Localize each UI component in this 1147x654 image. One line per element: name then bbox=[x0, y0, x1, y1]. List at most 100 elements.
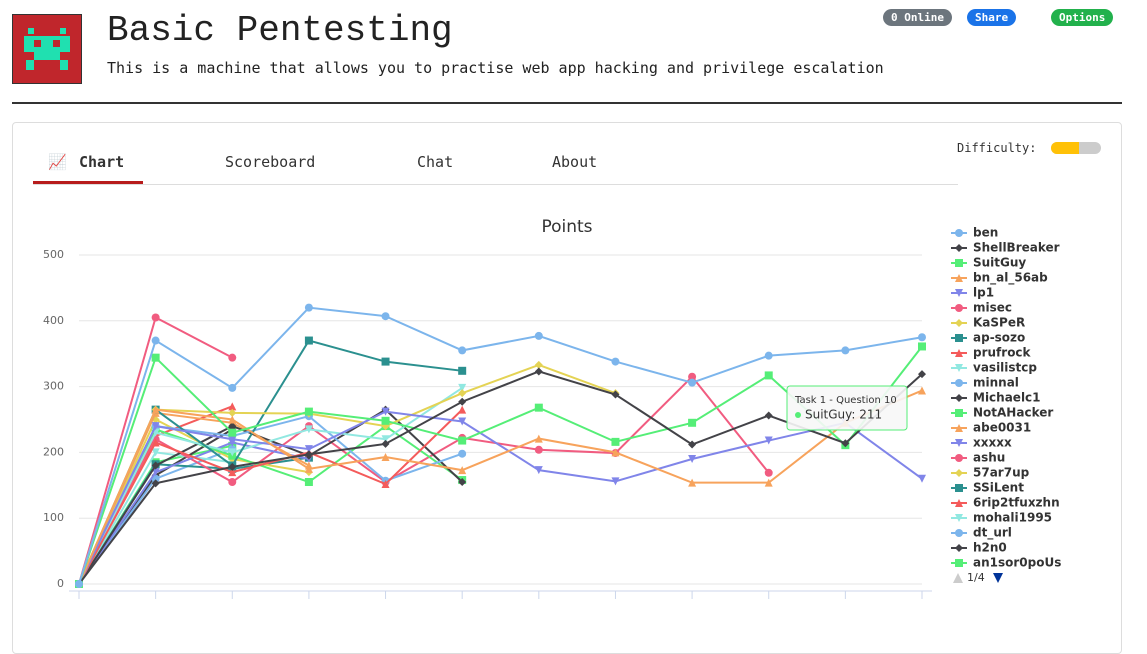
marker bbox=[228, 422, 237, 431]
legend-label: 57ar7up bbox=[973, 466, 1030, 480]
marker bbox=[458, 405, 467, 414]
marker bbox=[688, 454, 697, 463]
line bbox=[78, 345, 923, 585]
marker bbox=[534, 445, 543, 454]
options-button[interactable]: Options bbox=[1051, 9, 1114, 26]
marker bbox=[304, 464, 313, 473]
tab-border bbox=[33, 184, 958, 185]
marker bbox=[955, 334, 963, 342]
legend-label: ap-sozo bbox=[973, 331, 1025, 345]
marker bbox=[458, 466, 467, 475]
marker bbox=[228, 478, 237, 487]
marker bbox=[764, 468, 773, 477]
marker bbox=[955, 244, 963, 252]
y-tick-label: 300 bbox=[43, 380, 64, 393]
marker bbox=[918, 333, 926, 342]
legend-label: abe0031 bbox=[973, 421, 1031, 435]
tab[interactable]: About bbox=[552, 153, 598, 171]
tab-icon: 📈 bbox=[48, 153, 67, 171]
legend-label: misec bbox=[973, 301, 1012, 315]
series bbox=[75, 408, 313, 588]
marker bbox=[955, 454, 963, 462]
legend-next[interactable] bbox=[993, 573, 1003, 583]
marker bbox=[228, 448, 237, 457]
legend-prev bbox=[953, 573, 963, 583]
marker bbox=[304, 407, 313, 416]
series bbox=[75, 407, 926, 588]
marker bbox=[688, 372, 697, 381]
marker bbox=[151, 479, 160, 488]
legend-label: NotAHacker bbox=[973, 406, 1053, 420]
marker bbox=[458, 366, 467, 375]
marker bbox=[151, 448, 160, 457]
marker bbox=[611, 477, 620, 486]
marker bbox=[955, 394, 963, 402]
marker bbox=[458, 478, 467, 487]
series bbox=[75, 303, 926, 588]
marker bbox=[955, 469, 963, 477]
tab[interactable]: Scoreboard bbox=[225, 153, 316, 171]
marker bbox=[955, 274, 963, 282]
marker bbox=[458, 417, 467, 426]
y-tick-label: 400 bbox=[43, 314, 64, 327]
marker bbox=[381, 453, 390, 462]
legend-label: prufrock bbox=[973, 346, 1032, 360]
marker bbox=[688, 418, 697, 427]
marker bbox=[381, 439, 390, 448]
marker bbox=[534, 434, 543, 443]
marker bbox=[151, 461, 160, 470]
legend-pager: 1/4 bbox=[967, 571, 985, 584]
series bbox=[75, 313, 237, 588]
line bbox=[78, 408, 463, 585]
marker bbox=[611, 390, 620, 399]
marker bbox=[918, 474, 926, 483]
line bbox=[78, 418, 310, 585]
marker bbox=[688, 378, 697, 387]
marker bbox=[918, 342, 926, 351]
title: Basic Pentesting bbox=[107, 10, 453, 51]
marker bbox=[228, 428, 237, 437]
marker bbox=[764, 351, 773, 360]
marker bbox=[151, 405, 160, 414]
line bbox=[78, 375, 770, 585]
marker bbox=[955, 379, 963, 387]
marker bbox=[611, 448, 620, 457]
tab[interactable]: Chat bbox=[417, 153, 454, 171]
legend-label: minnal bbox=[973, 376, 1019, 390]
legend-label: 6rip2tfuxzhn bbox=[973, 496, 1060, 510]
subtitle: This is a machine that allows you to pra… bbox=[107, 59, 884, 77]
marker bbox=[228, 468, 237, 477]
marker bbox=[841, 439, 850, 448]
marker bbox=[304, 450, 313, 459]
marker bbox=[304, 303, 313, 312]
marker bbox=[918, 386, 926, 395]
tooltip-label: SuitGuy: 211 bbox=[805, 408, 882, 422]
marker bbox=[151, 313, 160, 322]
marker bbox=[955, 529, 963, 537]
legend-label: ashu bbox=[973, 451, 1005, 465]
marker bbox=[955, 364, 963, 372]
marker bbox=[955, 559, 963, 567]
legend-label: KaSPeR bbox=[973, 316, 1025, 330]
y-tick-label: 0 bbox=[57, 577, 64, 590]
marker bbox=[955, 304, 963, 312]
marker bbox=[304, 336, 313, 345]
tab[interactable]: Chart bbox=[79, 153, 125, 171]
marker bbox=[688, 478, 697, 487]
line bbox=[78, 387, 463, 585]
online-badge[interactable]: 0 Online bbox=[883, 9, 952, 26]
legend-label: SSiLent bbox=[973, 481, 1024, 495]
marker bbox=[611, 437, 620, 446]
share-button[interactable]: Share bbox=[967, 9, 1017, 26]
marker bbox=[458, 389, 467, 398]
marker bbox=[304, 478, 313, 487]
marker bbox=[534, 360, 543, 369]
series bbox=[75, 342, 926, 588]
line bbox=[78, 410, 923, 585]
difficulty-bar bbox=[1051, 142, 1101, 154]
logo bbox=[12, 14, 82, 84]
tooltip-title: Task 1 - Question 10 bbox=[794, 395, 897, 406]
marker bbox=[764, 478, 773, 487]
marker bbox=[955, 514, 963, 522]
line bbox=[78, 306, 923, 585]
